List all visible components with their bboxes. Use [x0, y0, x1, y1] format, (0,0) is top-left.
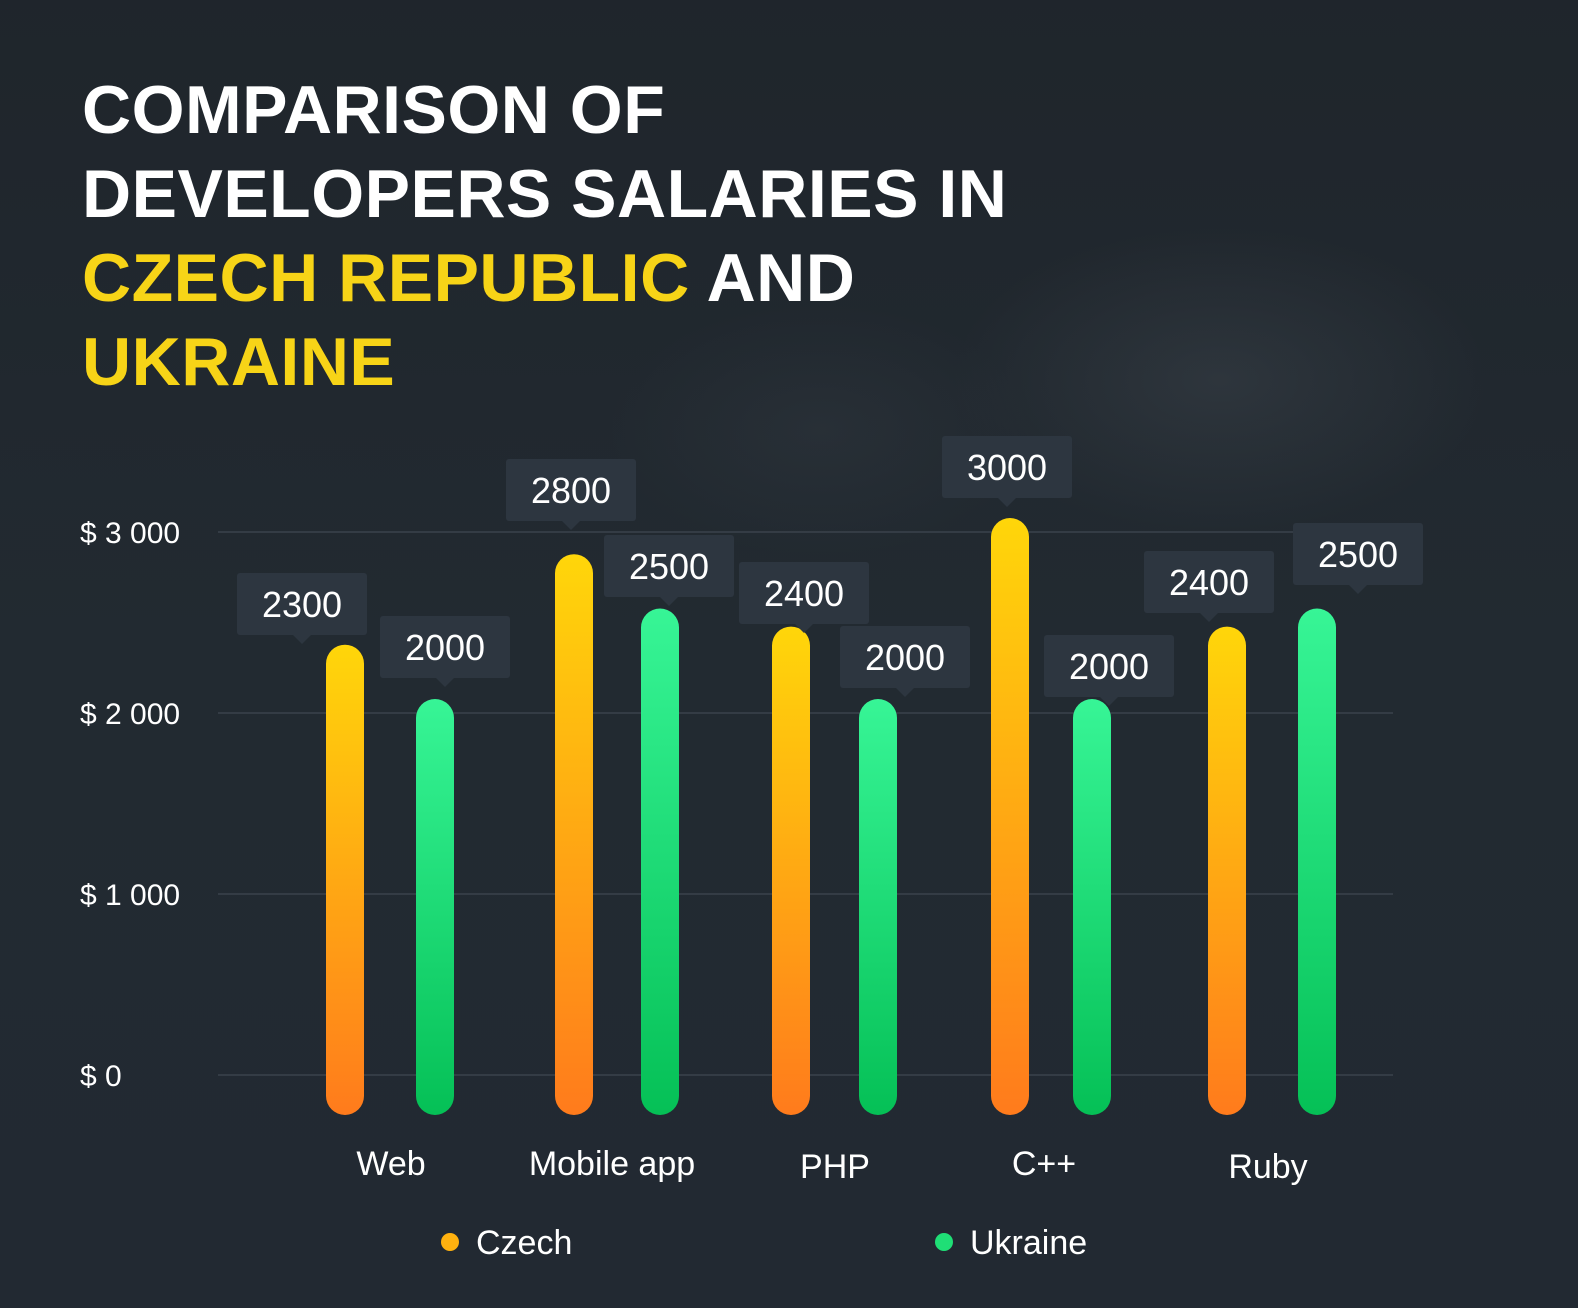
data-label-pointer — [896, 688, 914, 697]
title-connector: AND — [706, 240, 856, 316]
x-axis-category-labels: Web Mobile app PHP C++ Ruby — [356, 1145, 1307, 1186]
y-axis-tick-labels: $ 0 $ 1 000 $ 2 000 $ 3 000 — [80, 517, 180, 1093]
data-label-pointer — [562, 521, 580, 530]
y-tick-label: $ 1 000 — [80, 879, 180, 912]
y-tick-label: $ 3 000 — [80, 517, 180, 550]
data-label-pointer — [1100, 697, 1118, 706]
x-tick-label: Mobile app — [529, 1145, 695, 1183]
data-label-text: 2400 — [1169, 562, 1249, 603]
data-label-czech-2: 2400 — [739, 562, 869, 633]
data-label-ukraine-4: 2500 — [1293, 523, 1423, 594]
ukraine-bar-1 — [641, 608, 679, 1115]
title-highlight-ukraine: UKRAINE — [82, 324, 396, 400]
data-label-box — [1144, 551, 1274, 613]
data-label-text: 2500 — [1318, 534, 1398, 575]
x-tick-label: Web — [356, 1145, 425, 1183]
title-highlight-czech: CZECH REPUBLIC — [82, 240, 690, 316]
legend-swatch — [441, 1233, 459, 1251]
chart-title: COMPARISON OF DEVELOPERS SALARIES IN CZE… — [82, 68, 1007, 404]
legend-item-czech: Czech — [441, 1224, 572, 1262]
data-label-pointer — [1349, 585, 1367, 594]
y-tick-label: $ 0 — [80, 1060, 122, 1093]
data-label-box — [739, 562, 869, 624]
data-label-box — [1293, 523, 1423, 585]
data-label-box — [237, 573, 367, 635]
czech-bar-4 — [1208, 626, 1246, 1115]
data-label-box — [840, 626, 970, 688]
data-label-pointer — [660, 597, 678, 606]
data-label-pointer — [1200, 613, 1218, 622]
legend: Czech Ukraine — [441, 1224, 1087, 1262]
ukraine-bar-2 — [859, 699, 897, 1115]
data-label-pointer — [998, 498, 1016, 507]
x-tick-label: C++ — [1012, 1145, 1076, 1183]
x-tick-label: PHP — [800, 1148, 870, 1186]
data-label-czech-1: 2800 — [506, 459, 636, 530]
czech-bar-3 — [991, 518, 1029, 1115]
data-label-text: 2000 — [1069, 646, 1149, 687]
data-label-ukraine-1: 2500 — [604, 535, 734, 606]
data-label-text: 2000 — [865, 637, 945, 678]
data-label-czech-0: 2300 — [237, 573, 367, 644]
data-label-box — [942, 436, 1072, 498]
data-label-pointer — [795, 624, 813, 633]
data-label-box — [604, 535, 734, 597]
data-label-text: 2500 — [629, 546, 709, 587]
czech-bar-0 — [326, 644, 364, 1115]
data-label-text: 2800 — [531, 470, 611, 511]
legend-swatch — [935, 1233, 953, 1251]
y-tick-label: $ 2 000 — [80, 698, 180, 731]
data-label-ukraine-2: 2000 — [840, 626, 970, 697]
bars — [326, 518, 1336, 1115]
data-label-pointer — [293, 635, 311, 644]
x-tick-label: Ruby — [1228, 1148, 1307, 1186]
ukraine-bar-0 — [416, 699, 454, 1115]
ukraine-bar-3 — [1073, 699, 1111, 1115]
data-label-box — [506, 459, 636, 521]
data-label-ukraine-0: 2000 — [380, 616, 510, 687]
data-label-box — [1044, 635, 1174, 697]
czech-bar-1 — [555, 554, 593, 1115]
data-label-text: 3000 — [967, 447, 1047, 488]
czech-bar-2 — [772, 626, 810, 1115]
data-label-czech-4: 2400 — [1144, 551, 1274, 622]
data-label-ukraine-3: 2000 — [1044, 635, 1174, 706]
title-line-2: DEVELOPERS SALARIES IN — [82, 156, 1008, 232]
legend-label: Czech — [476, 1224, 572, 1262]
ukraine-bar-4 — [1298, 608, 1336, 1115]
data-labels: 2300 2800 2400 3000 2400 2000 2500 2000 2000 2500 — [237, 436, 1423, 706]
legend-label: Ukraine — [970, 1224, 1087, 1262]
data-label-pointer — [436, 678, 454, 687]
data-label-text: 2300 — [262, 584, 342, 625]
data-label-czech-3: 3000 — [942, 436, 1072, 507]
data-label-text: 2400 — [764, 573, 844, 614]
data-label-text: 2000 — [405, 627, 485, 668]
legend-item-ukraine: Ukraine — [935, 1224, 1087, 1262]
title-line-1: COMPARISON OF — [82, 72, 666, 148]
data-label-box — [380, 616, 510, 678]
